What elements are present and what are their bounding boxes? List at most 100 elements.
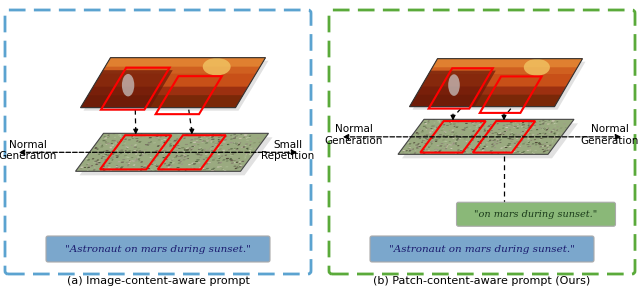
Polygon shape [428,139,429,140]
Polygon shape [440,143,444,144]
Polygon shape [175,151,177,152]
Polygon shape [507,145,509,146]
Polygon shape [225,166,228,167]
Polygon shape [477,141,480,142]
Polygon shape [424,143,427,144]
Polygon shape [196,142,200,143]
Polygon shape [130,160,134,161]
Polygon shape [430,135,433,136]
Polygon shape [528,133,532,134]
Polygon shape [439,134,442,135]
Polygon shape [170,168,172,169]
Polygon shape [138,170,141,171]
Polygon shape [115,166,119,167]
Polygon shape [95,162,98,163]
Polygon shape [221,168,223,169]
Polygon shape [135,153,138,155]
Polygon shape [217,154,221,155]
Polygon shape [147,168,150,169]
Polygon shape [541,123,545,124]
Polygon shape [250,141,252,142]
Text: Normal
Generation: Normal Generation [581,124,639,146]
FancyBboxPatch shape [46,236,270,262]
Polygon shape [117,166,120,167]
Polygon shape [521,140,524,141]
Polygon shape [169,166,172,167]
Polygon shape [116,146,118,147]
Polygon shape [250,148,253,149]
Polygon shape [491,146,494,147]
Polygon shape [204,136,205,137]
Polygon shape [436,126,438,127]
Polygon shape [527,133,529,134]
Polygon shape [448,144,451,145]
Polygon shape [498,152,500,153]
Polygon shape [519,120,522,121]
Polygon shape [449,141,451,142]
Polygon shape [515,134,517,135]
Polygon shape [416,147,419,148]
Polygon shape [423,126,426,127]
Polygon shape [417,147,420,148]
Polygon shape [536,129,538,130]
Polygon shape [421,149,424,150]
Polygon shape [542,120,545,121]
Polygon shape [207,138,209,139]
Polygon shape [422,151,424,152]
Polygon shape [101,58,266,74]
Polygon shape [120,166,124,168]
Polygon shape [80,167,83,168]
Polygon shape [225,136,228,137]
Polygon shape [403,150,405,151]
Polygon shape [488,131,492,133]
Polygon shape [244,155,246,156]
Polygon shape [427,128,430,129]
Polygon shape [446,125,449,126]
Polygon shape [536,129,539,130]
Polygon shape [235,143,237,144]
Polygon shape [483,151,486,152]
Polygon shape [426,121,429,122]
Polygon shape [547,146,549,147]
Polygon shape [518,120,520,121]
Polygon shape [94,161,98,162]
Polygon shape [553,123,556,124]
Polygon shape [530,129,533,130]
Polygon shape [184,170,187,171]
Polygon shape [520,133,523,134]
Polygon shape [136,152,140,153]
Polygon shape [120,162,124,163]
Polygon shape [470,128,472,129]
Polygon shape [407,142,410,143]
Polygon shape [483,146,486,147]
Polygon shape [229,158,232,160]
Polygon shape [548,120,550,121]
Polygon shape [154,164,157,165]
Polygon shape [410,95,561,107]
Polygon shape [438,126,441,127]
Polygon shape [172,143,175,144]
Polygon shape [220,151,223,152]
Polygon shape [211,139,215,140]
Polygon shape [529,120,532,121]
Polygon shape [492,152,494,153]
Polygon shape [222,150,225,151]
Polygon shape [198,137,201,138]
Polygon shape [95,148,98,149]
Polygon shape [544,151,547,152]
Polygon shape [498,142,501,143]
Polygon shape [420,131,424,132]
Polygon shape [89,166,92,167]
Polygon shape [553,138,555,139]
Polygon shape [457,138,460,139]
Polygon shape [532,153,536,154]
Polygon shape [505,131,508,132]
Polygon shape [162,157,165,158]
Polygon shape [541,128,545,129]
Polygon shape [132,138,135,139]
Polygon shape [246,133,248,134]
Polygon shape [494,139,497,140]
Polygon shape [517,121,520,122]
Polygon shape [493,147,496,148]
Polygon shape [97,160,99,161]
